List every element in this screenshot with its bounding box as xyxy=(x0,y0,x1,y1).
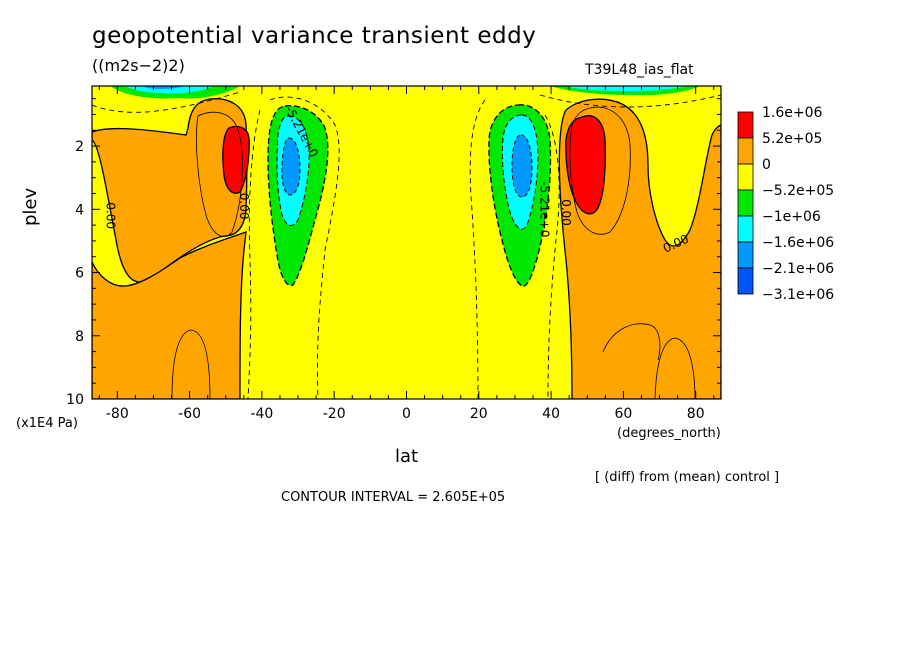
colorbar-label: −2.1e+06 xyxy=(762,261,834,277)
colorbar-swatch xyxy=(737,267,754,295)
x-tick-label: -40 xyxy=(250,406,273,422)
top-strip-south-cyan xyxy=(125,86,215,94)
x-tick-label: -60 xyxy=(178,406,201,422)
chart-title: geopotential variance transient eddy xyxy=(92,23,537,49)
contour-label: 0.00 xyxy=(559,199,573,226)
blue-core-north xyxy=(511,134,533,198)
colorbar: 1.6e+06 5.2e+05 0 −5.2e+05 −1e+06 −1.6e+06 −2.… xyxy=(737,105,834,303)
units-label: ((m2s−2)2) xyxy=(92,56,185,75)
positive-region-south xyxy=(92,98,248,283)
colorbar-swatch xyxy=(737,137,754,165)
x-tick-label: 0 xyxy=(402,406,411,422)
x-tick-label: 80 xyxy=(687,406,705,422)
axes: -80 -60 -40 -20 0 20 40 60 80 2 4 6 8 10 xyxy=(66,86,721,422)
colorbar-swatch xyxy=(737,241,754,269)
y-tick-label: 10 xyxy=(66,392,84,408)
max-region-north xyxy=(565,115,606,215)
top-strip-south-blue xyxy=(140,86,185,90)
max-region-south xyxy=(222,125,250,194)
contour-interval: CONTOUR INTERVAL = 2.605E+05 xyxy=(281,490,506,505)
colorbar-label: 5.2e+05 xyxy=(762,131,822,147)
x-tick-label: 60 xyxy=(614,406,632,422)
y-unit-label: (x1E4 Pa) xyxy=(16,416,78,431)
colorbar-label: 0 xyxy=(762,157,771,173)
contour-label: 0.00 xyxy=(103,202,117,229)
colorbar-label: −1.6e+06 xyxy=(762,235,834,251)
y-tick-label: 8 xyxy=(75,329,84,345)
x-tick-label: 40 xyxy=(542,406,560,422)
plot-area xyxy=(92,86,721,399)
x-tick-label: -20 xyxy=(323,406,346,422)
x-tick-label: -80 xyxy=(106,406,129,422)
run-name-label: T39L48_ias_flat xyxy=(585,62,694,78)
x-unit-label: (degrees_north) xyxy=(617,426,721,441)
contour-label: -5.21e+0 xyxy=(537,181,551,237)
x-tick-label: 20 xyxy=(470,406,488,422)
colorbar-swatch xyxy=(737,163,754,191)
contour-lines xyxy=(171,106,696,399)
colorbar-label: −5.2e+05 xyxy=(762,183,834,199)
colorbar-swatch xyxy=(737,189,754,217)
y-tick-label: 2 xyxy=(75,139,84,155)
colorbar-swatch xyxy=(737,215,754,243)
dashed-contours xyxy=(92,91,721,399)
colorbar-label: 1.6e+06 xyxy=(762,105,823,121)
top-strip-north-cyan xyxy=(565,86,690,92)
colorbar-label: −1e+06 xyxy=(762,209,821,225)
y-tick-label: 6 xyxy=(75,266,84,282)
contour-label: 0.00 xyxy=(237,193,251,220)
colorbar-swatch xyxy=(737,111,754,139)
diff-note: [ (diff) from (mean) control ] xyxy=(595,470,780,485)
x-axis-label: lat xyxy=(395,446,419,467)
y-tick-label: 4 xyxy=(75,202,84,218)
colorbar-label: −3.1e+06 xyxy=(762,287,834,303)
blue-core-south xyxy=(281,137,301,196)
